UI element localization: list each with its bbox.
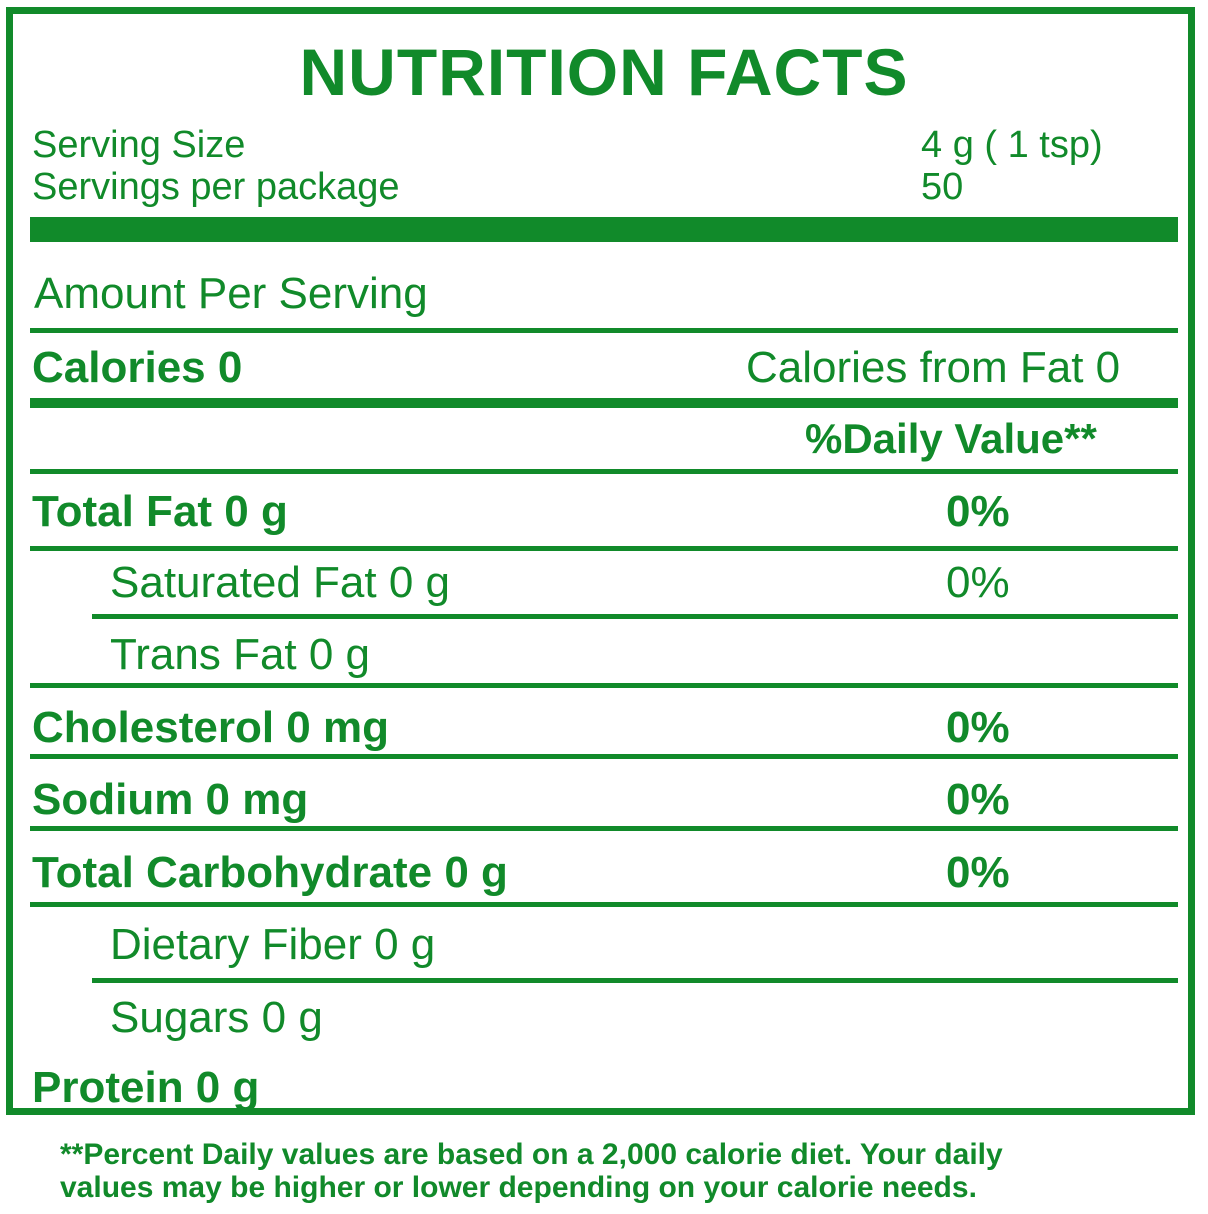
divider [30, 328, 1178, 333]
nutrient-total-carbohydrate: Total Carbohydrate 0 g [32, 848, 508, 897]
nutrient-total-fat: Total Fat 0 g [32, 487, 288, 536]
footnote-line-1: **Percent Daily values are based on a 2,… [60, 1138, 1003, 1171]
label-title: NUTRITION FACTS [299, 35, 909, 109]
servings-per-package-label: Servings per package [32, 166, 400, 208]
total-carbohydrate-dv: 0% [946, 848, 1010, 897]
indented-divider [92, 614, 1178, 619]
daily-value-header: %Daily Value** [805, 415, 1097, 462]
nutrient-dietary-fiber: Dietary Fiber 0 g [110, 920, 436, 969]
nutrient-sugars: Sugars 0 g [110, 993, 323, 1042]
servings-per-package-value: 50 [921, 166, 964, 208]
footnote: **Percent Daily values are based on a 2,… [60, 1138, 1003, 1204]
nutrient-saturated-fat: Saturated Fat 0 g [110, 558, 450, 607]
footnote-line-2: values may be higher or lower depending … [60, 1171, 977, 1204]
divider [30, 826, 1178, 831]
saturated-fat-dv: 0% [946, 558, 1010, 607]
sodium-dv: 0% [946, 775, 1010, 824]
serving-size-value: 4 g ( 1 tsp) [921, 124, 1103, 166]
divider [30, 469, 1178, 474]
medium-divider [30, 398, 1178, 408]
indented-divider [92, 978, 1178, 983]
nutrient-sodium: Sodium 0 mg [32, 775, 309, 824]
calories-label: Calories 0 [32, 343, 243, 392]
nutrient-trans-fat: Trans Fat 0 g [110, 630, 371, 679]
divider [30, 902, 1178, 907]
divider [30, 683, 1178, 688]
cholesterol-dv: 0% [946, 703, 1010, 752]
thick-divider [30, 217, 1178, 242]
divider [30, 754, 1178, 759]
total-fat-dv: 0% [946, 487, 1010, 536]
nutrient-protein: Protein 0 g [32, 1063, 260, 1112]
nutrient-cholesterol: Cholesterol 0 mg [32, 703, 389, 752]
calories-from-fat: Calories from Fat 0 [746, 343, 1121, 392]
amount-per-serving: Amount Per Serving [34, 269, 428, 318]
nutrition-label-border [6, 7, 1195, 1115]
divider [30, 546, 1178, 551]
serving-size-label: Serving Size [32, 124, 246, 166]
